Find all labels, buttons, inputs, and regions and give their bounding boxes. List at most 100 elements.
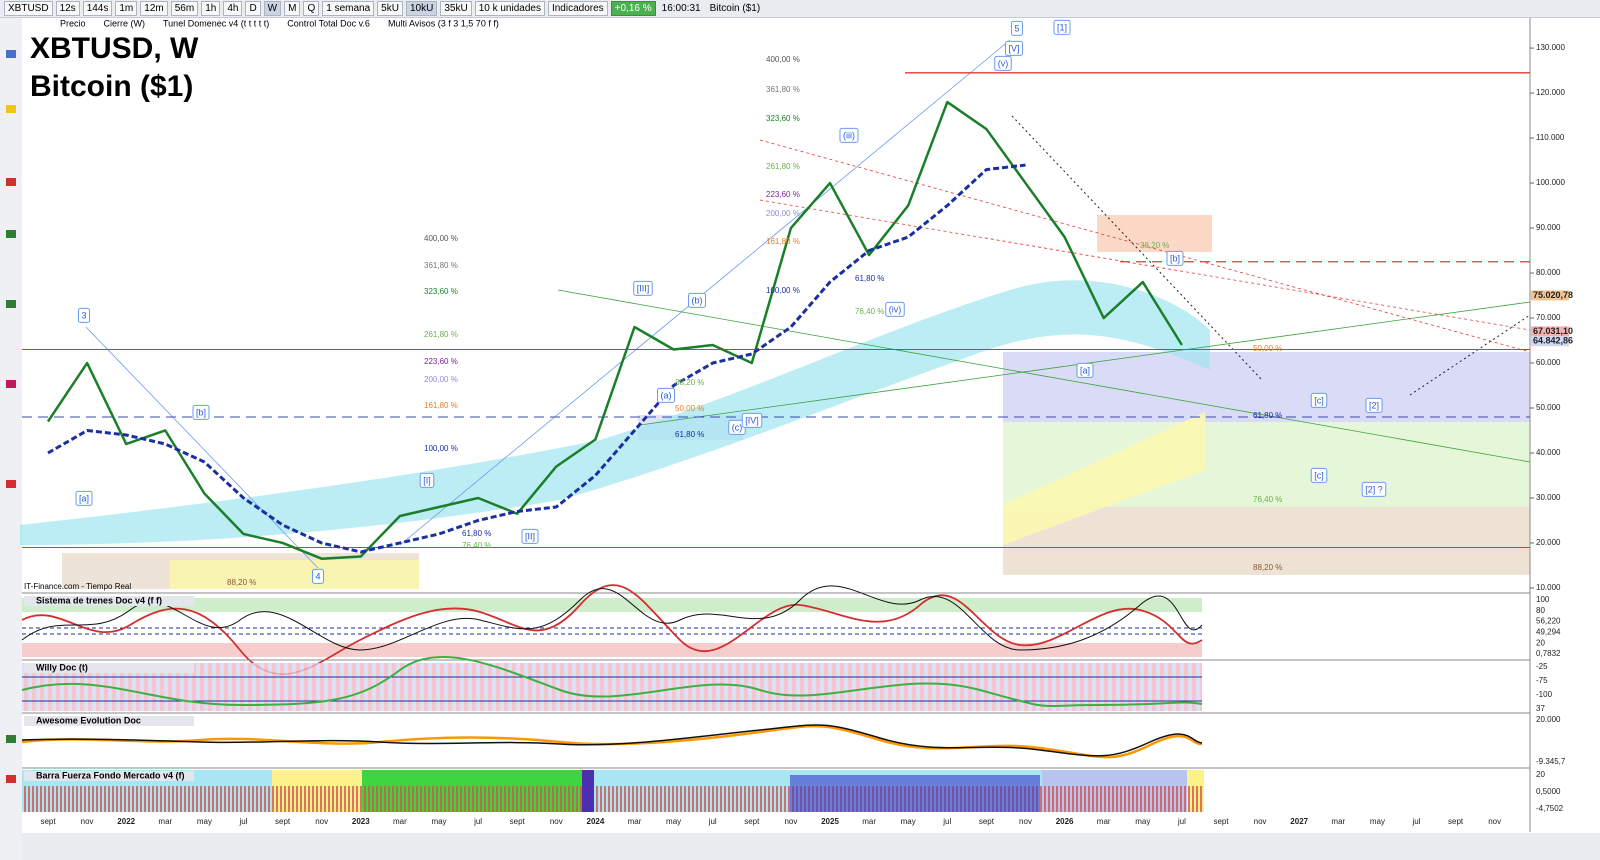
wave-label: [a] [1080,365,1090,375]
price-tag: 67.031,10 [1533,326,1573,336]
x-tick-label: jul [238,817,247,826]
indicators-button[interactable]: Indicadores [547,1,608,16]
fib-label: 361,80 % [424,261,458,270]
panel-axis-label: 100 [1536,595,1550,604]
wave-label-box [839,127,859,143]
fib-label: 76,40 % [855,307,884,316]
unit-button[interactable]: 35kU [440,1,472,16]
panel-axis-label: -25 [1536,662,1548,671]
x-tick-label: mar [628,817,642,826]
legend-entry: Precio [60,18,86,28]
x-tick-label: mar [862,817,876,826]
wave-label-box [521,528,539,544]
interval-button[interactable]: 56m [170,1,199,16]
wave-label: [b] [196,407,206,417]
fib-label: 400,00 % [766,55,800,64]
price-tag-bg [1531,290,1569,301]
unit-select[interactable]: 10 k unidades [474,1,545,16]
wave-label-box [657,387,676,403]
wave-label: [V] [1008,43,1019,53]
fib-label: 76,40 % [1253,495,1282,504]
interval-button[interactable]: M [284,1,301,16]
interval-button[interactable]: W [263,1,282,16]
fib-label: 61,80 % [855,274,884,283]
panel-axis-label: -9.345,7 [1536,757,1566,766]
fib-label: 261,80 % [766,162,800,171]
wave-label: [c] [1314,395,1324,405]
wave-label: [b] [1170,253,1180,263]
chart-subtitle: Bitcoin ($1) [30,70,193,103]
tool-icons[interactable] [6,50,16,783]
panel-title-bg [24,663,194,673]
x-tick-label: 2022 [117,817,135,826]
wave-label: 5 [1014,23,1019,33]
wave-label-box [1010,20,1024,36]
price-line [47,163,1026,554]
wave-label-box [1310,392,1328,408]
source: IT-Finance.com - Tiempo Real [24,582,131,591]
interval-button[interactable]: D [245,1,261,16]
y-tick-label: 30.000 [1536,493,1561,502]
x-tick-label: may [666,817,681,826]
unit-button[interactable]: 5kU [377,1,403,16]
wave-label-box [633,280,653,296]
y-tick-label: 70.000 [1536,313,1561,322]
panel-title-bg [24,596,194,606]
price-axis: 10.000 20.000 30.000 40.000 50.000 60.000 70.0… [1529,18,1573,833]
unit-button[interactable]: 10kU [405,1,438,16]
panel-axis-label: 0,7832 [1536,649,1561,658]
interval-button[interactable]: Q [303,1,320,16]
x-tick-label: may [901,817,916,826]
fib-label: 88,20 % [227,578,256,587]
interval-button[interactable]: 1h [201,1,221,16]
wave-label-box [741,412,763,428]
wave-label: (iii) [843,130,855,140]
chart-title: XBTUSD, W [30,32,199,65]
wave-label: [c] [1314,470,1324,480]
price-tag-bg [1531,336,1569,347]
x-tick-label: 2023 [352,817,370,826]
interval-button[interactable]: 4h [223,1,243,16]
wave-label: [II] [525,531,535,541]
status-bar [22,833,1600,860]
legend-bar: Precio Cierre (W) Tunel Domenec v4 (t t t … [60,18,499,28]
interval-button[interactable]: 1m [115,1,138,16]
x-tick-label: mar [1331,817,1345,826]
panel-axis-label: 0,5000 [1536,787,1561,796]
panel-barra [22,767,1530,812]
period-select[interactable]: 1 semana [322,1,375,16]
instrument-name: Bitcoin ($1) [709,3,761,14]
symbol-select[interactable]: XBTUSD [4,1,53,16]
fib-label: 38,20 % [1140,241,1169,250]
wave-label: [I] [423,475,431,485]
fib-label: 323,60 % [424,287,458,296]
interval-button[interactable]: 144s [82,1,113,16]
x-tick-label: jul [942,817,951,826]
fib-label: 88,20 % [1253,563,1282,572]
wave-label: [2] ? [1365,484,1383,494]
wave-label-box [1166,250,1184,266]
x-tick-label: 2024 [587,817,605,826]
fib-label: 223,60 % [424,357,458,366]
x-tick-label: sept [40,817,56,826]
y-tick-label: 20.000 [1536,538,1561,547]
x-tick-label: jul [708,817,717,826]
change: +0,16 % [610,1,656,16]
wave-label-box [311,568,325,584]
side-toolbar[interactable] [0,18,22,860]
interval-button[interactable]: 12s [55,1,80,16]
x-tick-label: mar [393,817,407,826]
panel-title-bg [24,771,194,781]
x-tick-label: may [1135,817,1150,826]
fib-label: 200,00 % [766,209,800,218]
y-tick-label: 100.000 [1536,178,1565,187]
wave-label: (v) [998,58,1009,68]
interval-button[interactable]: 12m [140,1,168,16]
x-tick-label: nov [1488,817,1501,826]
wave-label-box [994,55,1012,71]
x-tick-label: 2026 [1056,817,1074,826]
fib-label: 50,00 % [1253,344,1282,353]
y-tick-label: 60.000 [1536,358,1561,367]
panel-labels: Sistema de trenes Doc v4 (f f) 100 80 56,22… [24,595,1566,813]
